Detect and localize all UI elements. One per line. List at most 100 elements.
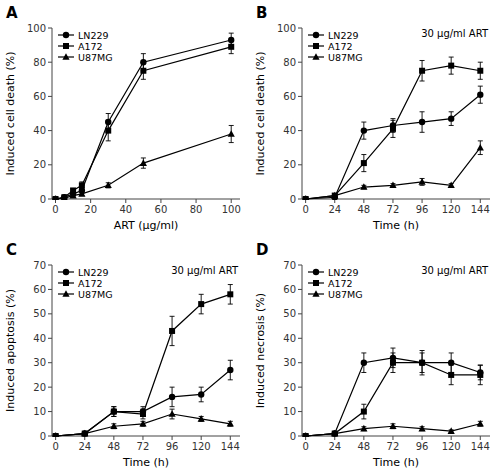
error-cap (361, 404, 366, 405)
y-tick-label: 10 (283, 406, 296, 417)
error-cap (170, 345, 175, 346)
legend-marker (62, 53, 69, 60)
error-bar (361, 122, 366, 139)
x-axis-label: ART (μg/ml) (114, 219, 179, 232)
error-bar (228, 360, 233, 380)
y-tick-label: 50 (283, 308, 296, 319)
legend-label: U87MG (328, 52, 363, 63)
point (477, 91, 483, 97)
error-cap (420, 132, 425, 133)
error-bar (170, 387, 175, 407)
y-tick-label: 40 (33, 333, 46, 344)
series (303, 57, 484, 200)
legend-label: LN229 (328, 30, 359, 41)
y-axis (302, 28, 303, 199)
series-line (56, 40, 232, 199)
y-tick-label: 100 (27, 23, 46, 34)
annotation: 30 μg/ml ART (421, 265, 489, 276)
x-axis-label: Time (h) (122, 456, 169, 469)
x-tick-label: 72 (137, 441, 150, 452)
y-tick (298, 199, 302, 200)
series-line (306, 95, 481, 199)
point (52, 432, 59, 437)
series-line (56, 294, 231, 436)
point (418, 178, 425, 185)
series (302, 86, 483, 200)
y-tick (298, 362, 302, 363)
error-cap (79, 188, 84, 189)
legend-marker (313, 32, 319, 38)
point (448, 182, 455, 189)
panel-label: A (6, 4, 18, 22)
x-tick (196, 199, 197, 203)
error-cap (141, 79, 146, 80)
legend-marker (63, 43, 69, 49)
error-cap (170, 418, 175, 419)
x-tick (480, 436, 481, 440)
x-tick-label: 96 (416, 441, 429, 452)
legend-marker (63, 269, 69, 275)
series (302, 141, 484, 200)
x-tick (422, 199, 423, 203)
x-tick (451, 199, 452, 203)
point (448, 115, 454, 121)
error-bar (478, 365, 483, 385)
error-bar (361, 404, 366, 419)
point (361, 360, 367, 366)
x-tick (90, 199, 91, 203)
legend-marker (63, 32, 69, 38)
y-tick (48, 362, 52, 363)
legend-entry: U87MG (308, 289, 363, 300)
x-tick-label: 120 (192, 441, 211, 452)
error-cap (361, 372, 366, 373)
error-cap (140, 406, 145, 407)
y-tick-label: 0 (40, 431, 46, 442)
legend-label: A172 (328, 278, 353, 289)
point (53, 433, 59, 437)
legend-entry: U87MG (58, 289, 113, 300)
error-cap (229, 39, 234, 40)
plot-area (302, 348, 484, 437)
x-tick-label: 20 (84, 204, 97, 215)
x-tick-label: 24 (328, 441, 341, 452)
error-cap (449, 57, 454, 58)
x-tick (125, 199, 126, 203)
error-cap (478, 62, 483, 63)
y-tick-label: 60 (33, 91, 46, 102)
y-tick (298, 130, 302, 131)
x-tick (201, 436, 202, 440)
series-line (306, 148, 481, 199)
error-cap (478, 384, 483, 385)
legend: LN229A172U87MG (308, 30, 363, 63)
error-bar (420, 351, 425, 375)
error-cap (361, 139, 366, 140)
y-tick (298, 313, 302, 314)
x-tick-label: 0 (302, 204, 308, 215)
panel-label: B (256, 4, 267, 22)
error-cap (199, 294, 204, 295)
point (390, 126, 396, 132)
x-tick-label: 100 (222, 204, 241, 215)
y-tick-label: 80 (283, 57, 296, 68)
annotation: 30 μg/ml ART (421, 28, 489, 39)
legend-marker (313, 43, 319, 49)
point (361, 160, 367, 166)
point (331, 430, 338, 437)
y-tick (48, 436, 52, 437)
x-tick-label: 120 (442, 441, 461, 452)
error-cap (170, 409, 175, 410)
panel: D024487296120144010203040506070Time (h)I… (254, 241, 490, 469)
plot-area (52, 285, 234, 437)
error-bar (420, 112, 425, 133)
error-cap (79, 181, 84, 182)
legend-label: A172 (328, 41, 353, 52)
error-cap (106, 140, 111, 141)
y-tick (48, 313, 52, 314)
point (81, 430, 88, 437)
error-bar (361, 353, 366, 373)
point (361, 127, 367, 133)
y-tick-label: 30 (33, 357, 46, 368)
legend-entry: U87MG (308, 52, 363, 63)
series-line (56, 47, 232, 199)
point (105, 182, 112, 189)
